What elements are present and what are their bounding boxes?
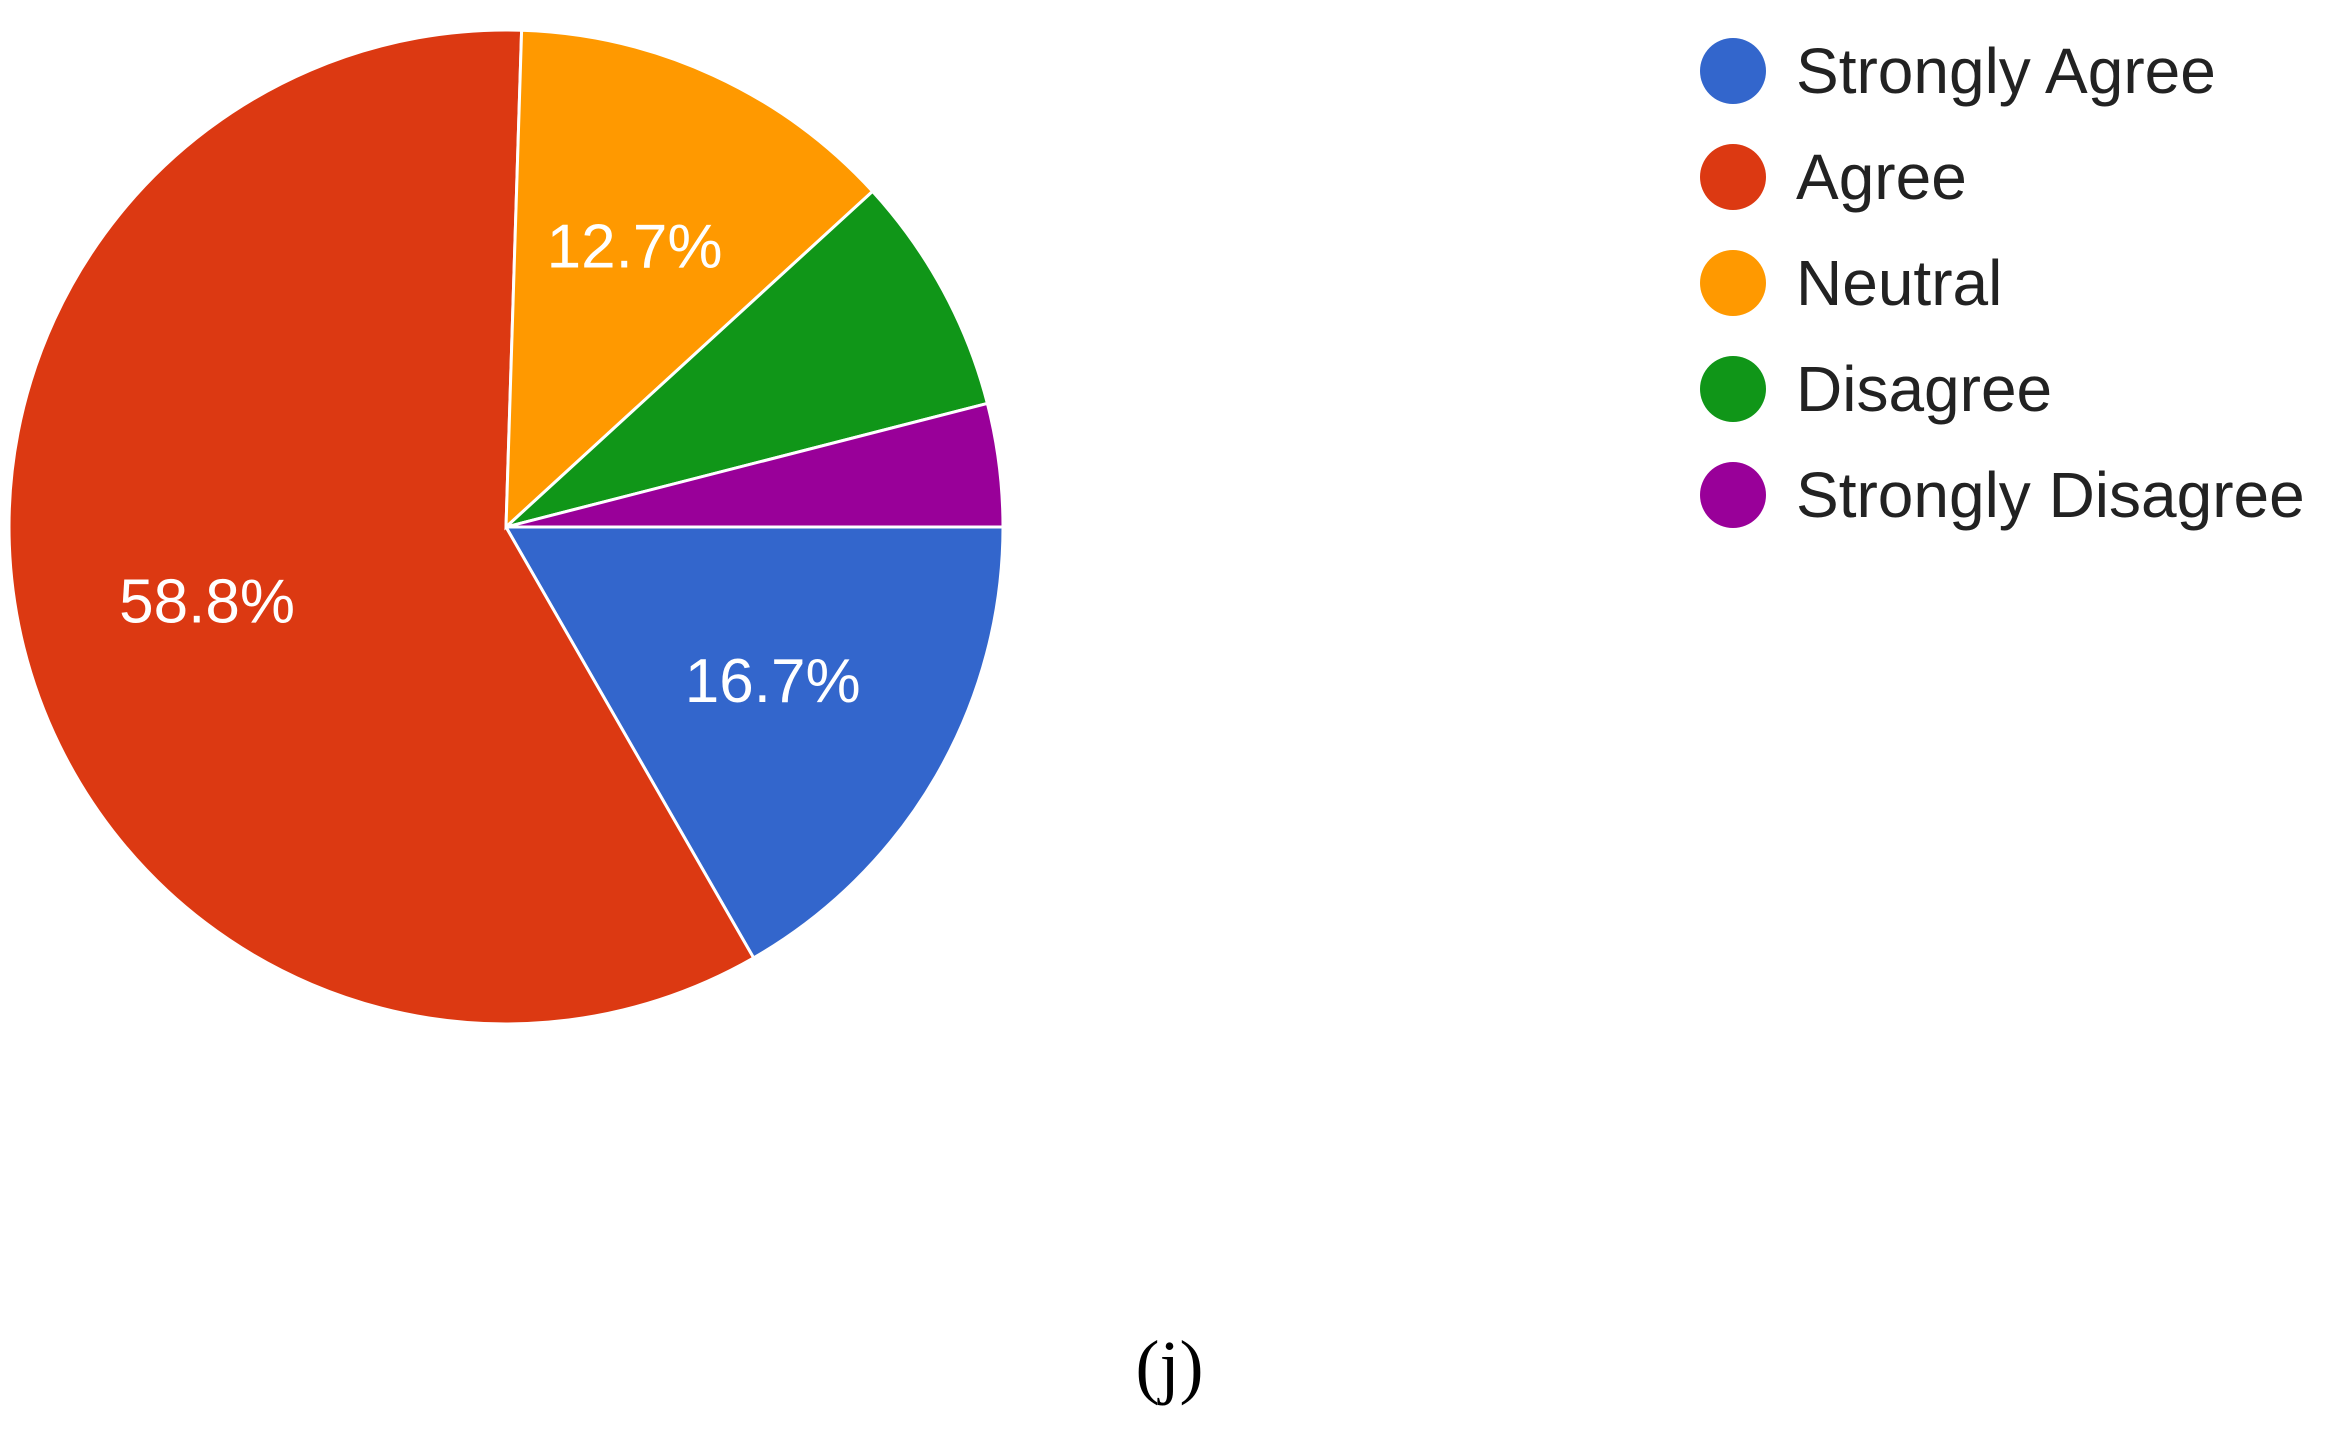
- figure-caption: (j): [1135, 1326, 1204, 1406]
- legend-item-strongly-agree: Strongly Agree: [1700, 18, 2305, 124]
- legend-label: Strongly Disagree: [1796, 459, 2305, 531]
- legend-swatch: [1700, 356, 1766, 422]
- legend-label: Agree: [1796, 141, 1967, 213]
- pie-slice-strongly-agree: [503, 525, 1005, 960]
- pie-slice-strongly-disagree: [505, 401, 1005, 529]
- legend-item-neutral: Neutral: [1700, 230, 2305, 336]
- pie-chart: 16.7% 58.8% 12.7%: [7, 28, 1005, 1026]
- data-label-neutral: 12.7%: [547, 212, 723, 281]
- legend-swatch: [1700, 462, 1766, 528]
- legend-label: Strongly Agree: [1796, 35, 2216, 107]
- legend-swatch: [1700, 250, 1766, 316]
- legend-swatch: [1700, 144, 1766, 210]
- pie-slice-agree: [7, 28, 756, 1026]
- legend-swatch: [1700, 38, 1766, 104]
- legend-label: Disagree: [1796, 353, 2053, 425]
- pie-slice-disagree: [504, 189, 990, 529]
- legend-item-agree: Agree: [1700, 124, 2305, 230]
- legend-item-disagree: Disagree: [1700, 336, 2305, 442]
- pie-slice-neutral: [504, 28, 875, 531]
- legend: Strongly Agree Agree Neutral Disagree Strong…: [1700, 18, 2305, 548]
- legend-label: Neutral: [1796, 247, 2003, 319]
- data-label-strongly-agree: 16.7%: [685, 647, 861, 716]
- data-label-agree: 58.8%: [119, 567, 295, 636]
- legend-item-strongly-disagree: Strongly Disagree: [1700, 442, 2305, 548]
